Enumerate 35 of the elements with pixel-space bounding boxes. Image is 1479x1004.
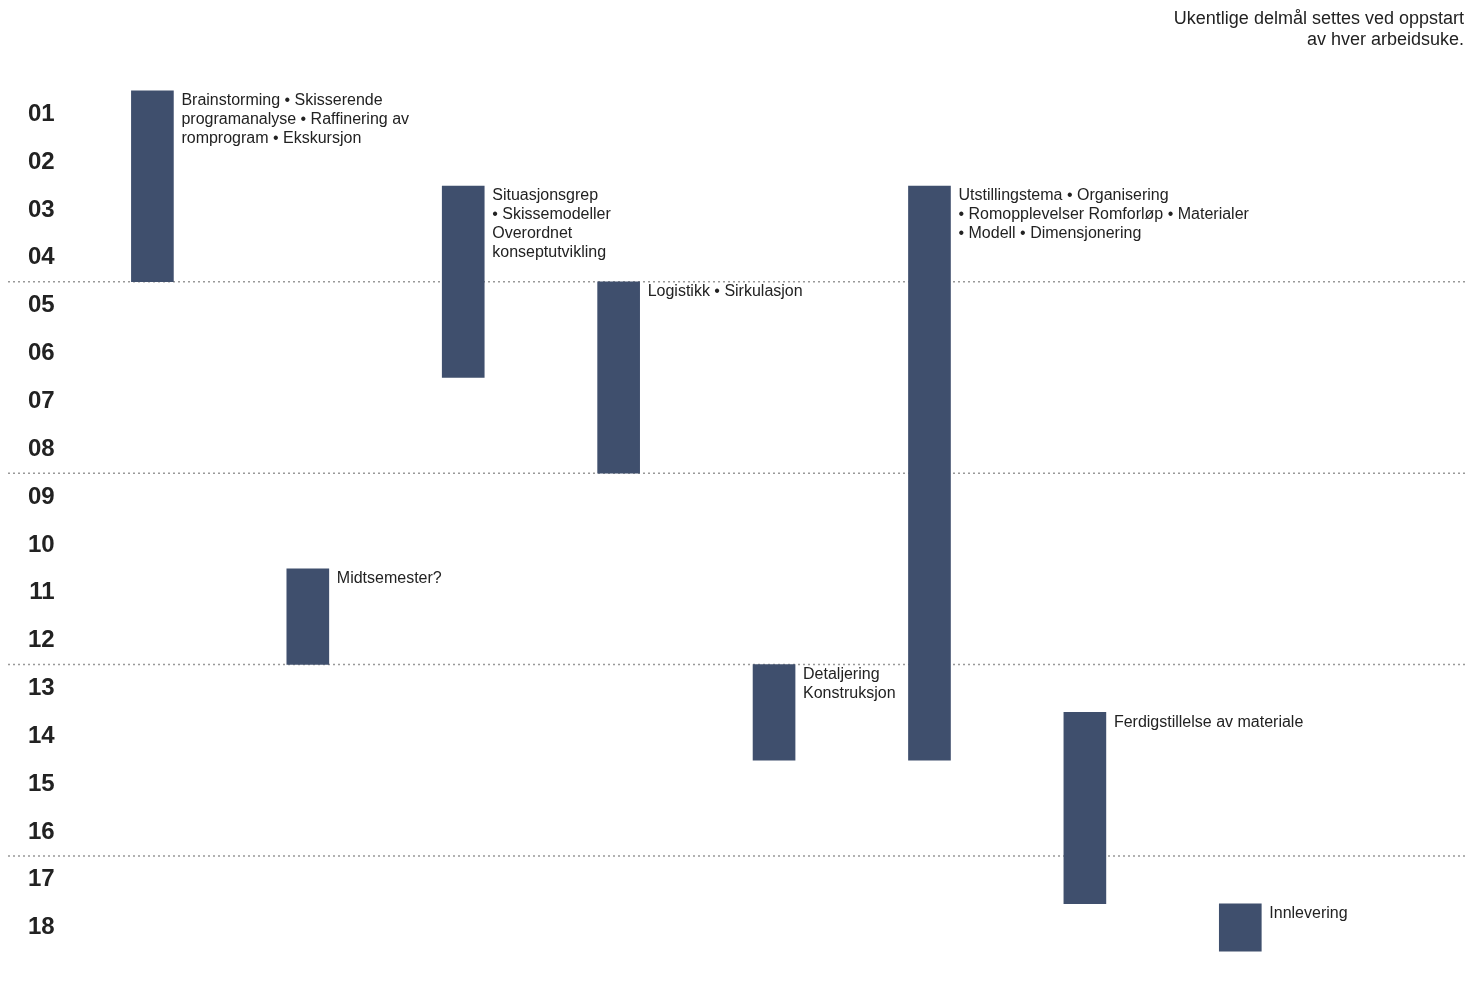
y-tick-label: 05 (27, 290, 55, 318)
bar (597, 281, 640, 474)
y-tick-label: 12 (27, 625, 55, 653)
y-tick-label: 14 (27, 720, 56, 748)
y-tick-label: 18 (27, 912, 55, 940)
bar (131, 90, 174, 283)
y-tick-label: 15 (27, 768, 55, 796)
y-tick-label: 03 (27, 194, 55, 222)
bar (752, 664, 796, 761)
y-tick-label: 16 (27, 816, 55, 844)
annotation: Situasjonsgrep • Skissemodeller Overordnet konseptutvikling (492, 186, 612, 261)
y-tick-label: 02 (27, 146, 55, 174)
text: Ukentlige delmål settes ved oppstart av hver arbeidsuke. (1172, 8, 1464, 50)
y-tick-label: 11 (29, 577, 55, 605)
annotation: Innlevering (1269, 904, 1348, 922)
y-tick-label: 07 (27, 386, 55, 414)
annotation: Ferdigstillelse av materiale (1113, 712, 1304, 730)
bar (1218, 903, 1262, 952)
annotation: Midtsemester? (336, 569, 442, 587)
bar (441, 185, 485, 378)
y-tick-label: 13 (27, 673, 55, 701)
y-tick-label: 06 (27, 338, 55, 366)
annotation: Detaljering Konstruksjon (803, 664, 896, 701)
y-tick-label: 17 (27, 864, 55, 892)
bar (908, 185, 951, 761)
y-tick-label: 01 (27, 98, 55, 126)
annotation: Utstillingstema • Organisering • Romopplevelser Romforløp • Materialer • Modell • Dimensjonering (958, 186, 1250, 242)
annotation: Logistikk • Sirkulasjon (647, 282, 803, 300)
bar (286, 568, 330, 665)
y-tick-label: 10 (27, 529, 55, 557)
bar (1063, 712, 1107, 905)
annotation: Brainstorming • Skisserende programanalyse • Raffinering av romprogram • Ekskursjon (181, 90, 410, 146)
y-tick-label: 04 (27, 242, 56, 270)
y-tick-label: 09 (27, 481, 55, 509)
y-tick-label: 08 (27, 433, 55, 461)
